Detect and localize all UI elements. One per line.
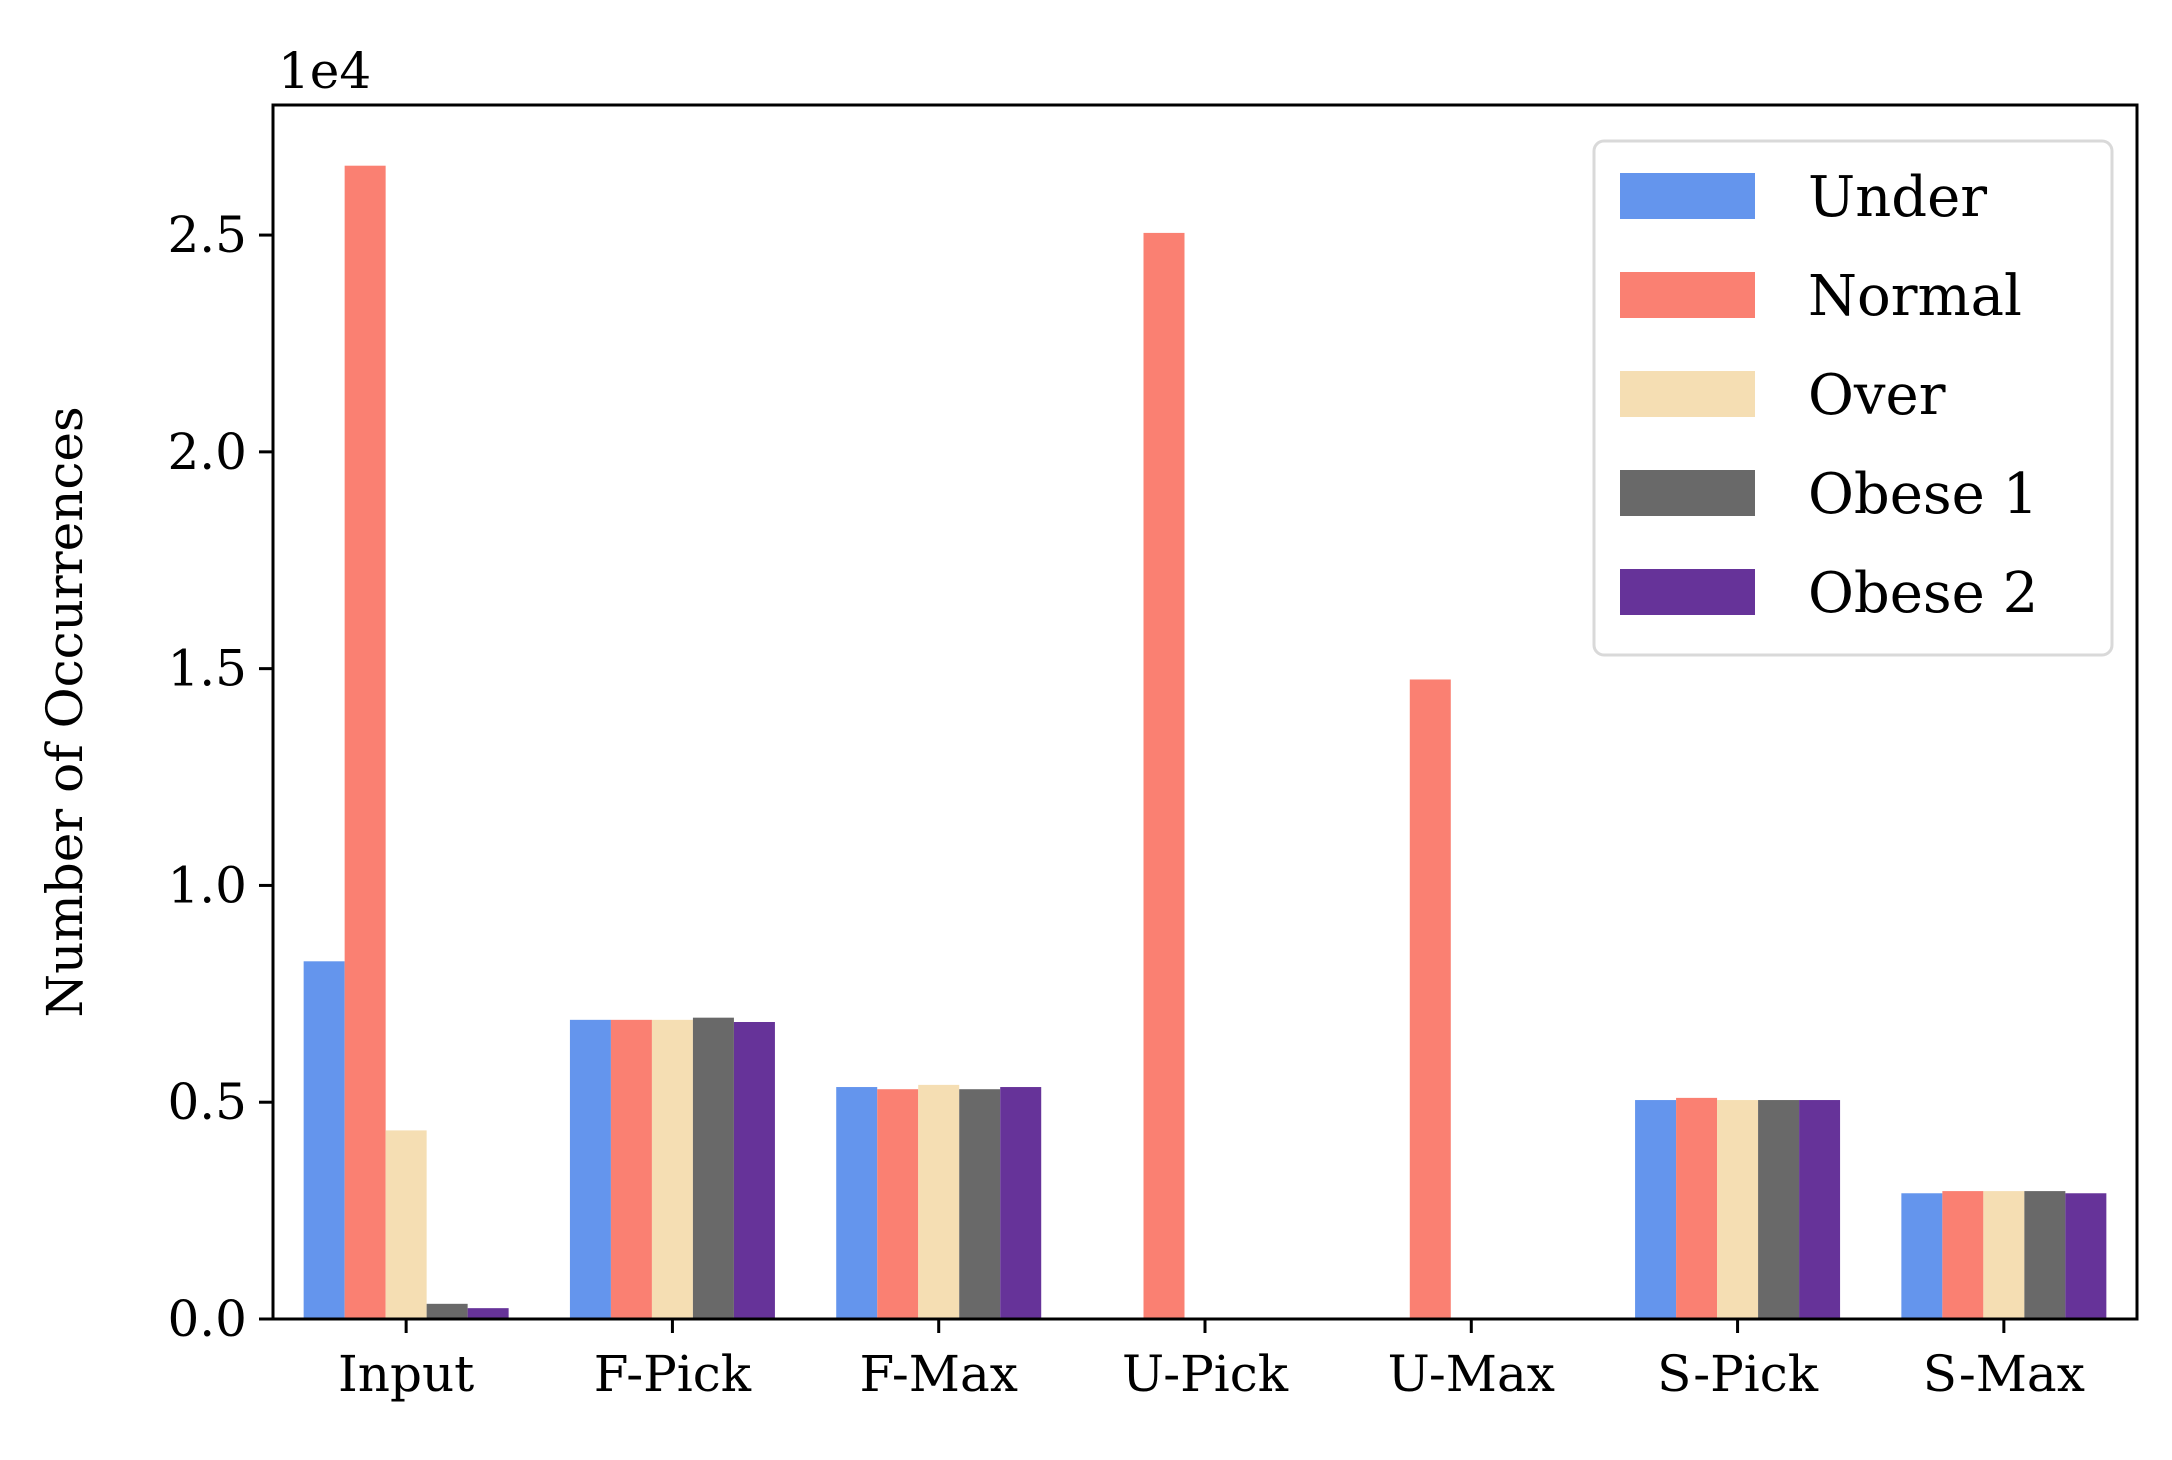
legend-box	[1592, 139, 2114, 657]
legend-label: Over	[1808, 363, 1946, 428]
bar-input-normal	[344, 165, 386, 1320]
x-tick-label: S-Max	[1923, 1345, 2085, 1403]
legend: Under Normal Over Obese 1 Obese 2	[1592, 139, 2114, 657]
legend-swatch	[1620, 371, 1755, 417]
bar-f-max-under	[836, 1087, 878, 1319]
y-axis-ticks: 0.0 0.5 1.0 1.5 2.0 2.5	[167, 206, 273, 1348]
y-tick-label: 0.0	[167, 1290, 247, 1348]
x-tick-label: S-Pick	[1657, 1345, 1819, 1403]
legend-label: Obese 1	[1808, 462, 2038, 527]
bar-s-pick-obese-2	[1799, 1100, 1841, 1319]
bar-s-max-obese-1	[2024, 1191, 2066, 1319]
bar-s-max-normal	[1942, 1191, 1984, 1319]
bar-input-over	[385, 1130, 427, 1319]
bar-f-max-obese-1	[959, 1089, 1001, 1319]
bar-input-under	[303, 961, 345, 1319]
bar-f-max-over	[918, 1084, 960, 1319]
bar-s-max-under	[1901, 1193, 1943, 1319]
legend-swatch	[1620, 569, 1755, 615]
bar-input-obese-1	[426, 1303, 468, 1319]
bars-group	[303, 165, 2107, 1320]
bar-f-pick-normal	[610, 1019, 652, 1319]
x-tick-label: F-Max	[859, 1345, 1018, 1403]
y-tick-label: 1.0	[167, 856, 247, 914]
bar-s-pick-obese-1	[1758, 1100, 1800, 1319]
legend-label: Normal	[1808, 264, 2022, 329]
legend-label: Obese 2	[1808, 561, 2038, 626]
legend-swatch	[1620, 470, 1755, 516]
bar-u-max-normal	[1409, 679, 1451, 1319]
bar-f-pick-under	[569, 1019, 611, 1319]
x-axis-ticks: Input F-Pick F-Max U-Pick U-Max S-Pick S-Max	[338, 1319, 2085, 1403]
legend-label: Under	[1808, 165, 1987, 230]
y-tick-label: 2.0	[167, 423, 247, 481]
x-tick-label: F-Pick	[594, 1345, 752, 1403]
bar-f-max-normal	[877, 1089, 919, 1319]
y-axis-label: Number of Occurrences	[36, 406, 94, 1017]
legend-swatch	[1620, 173, 1755, 219]
bar-s-max-over	[1983, 1191, 2025, 1319]
x-tick-label: U-Max	[1388, 1345, 1555, 1403]
bar-f-pick-obese-1	[692, 1017, 734, 1319]
bar-f-max-obese-2	[1000, 1087, 1042, 1319]
bar-u-pick-normal	[1143, 232, 1185, 1319]
bar-f-pick-over	[651, 1019, 693, 1319]
bar-s-pick-normal	[1676, 1097, 1718, 1319]
bar-f-pick-obese-2	[733, 1022, 775, 1319]
x-tick-label: U-Pick	[1122, 1345, 1289, 1403]
y-axis-multiplier: 1e4	[278, 42, 371, 100]
bar-s-pick-over	[1717, 1100, 1759, 1319]
bar-input-obese-2	[467, 1308, 509, 1319]
y-tick-label: 0.5	[167, 1073, 247, 1131]
bar-s-pick-under	[1635, 1100, 1677, 1319]
bar-s-max-obese-2	[2065, 1193, 2107, 1319]
legend-swatch	[1620, 272, 1755, 318]
y-tick-label: 1.5	[167, 640, 247, 698]
x-tick-label: Input	[338, 1345, 474, 1403]
y-tick-label: 2.5	[167, 206, 247, 264]
